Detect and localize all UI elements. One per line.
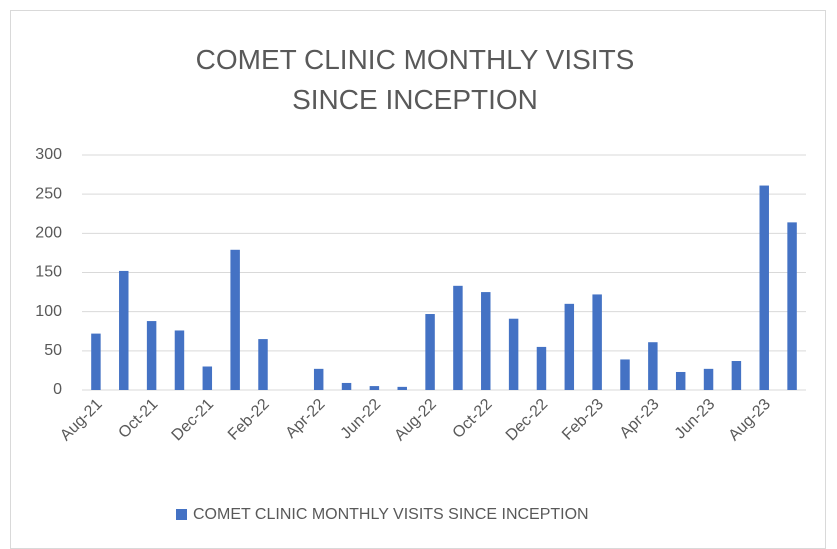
y-tick-label: 100 [35, 303, 62, 320]
bar [174, 330, 185, 390]
bar [91, 333, 101, 390]
bar [369, 386, 380, 390]
y-tick-label: 150 [35, 264, 62, 281]
legend-swatch [176, 509, 187, 520]
y-tick-label: 200 [35, 225, 62, 242]
legend-label: COMET CLINIC MONTHLY VISITS SINCE INCEPT… [193, 506, 589, 523]
y-tick-label: 250 [35, 185, 62, 202]
bar [731, 361, 742, 390]
y-tick-label: 300 [35, 146, 62, 163]
bar [703, 368, 714, 390]
bar [759, 185, 769, 390]
bar [564, 303, 575, 390]
bar [202, 366, 213, 390]
bar [258, 339, 268, 390]
bar [481, 292, 491, 390]
bar [508, 318, 519, 390]
bar [620, 359, 630, 390]
bar [675, 371, 686, 390]
bar [397, 386, 407, 390]
bar [425, 314, 435, 390]
y-tick-label: 50 [44, 342, 62, 359]
y-tick-label: 0 [53, 381, 62, 398]
bar [536, 346, 547, 390]
bar [648, 342, 658, 390]
bar [787, 222, 797, 390]
bar [230, 249, 240, 390]
chart-title: COMET CLINIC MONTHLY VISITS SINCE INCEPT… [195, 44, 635, 115]
bar [146, 321, 157, 390]
chart-border [10, 10, 826, 549]
bar [592, 294, 602, 390]
bar [453, 285, 463, 390]
bar [341, 382, 352, 390]
bar [119, 270, 129, 390]
bar [313, 368, 324, 390]
